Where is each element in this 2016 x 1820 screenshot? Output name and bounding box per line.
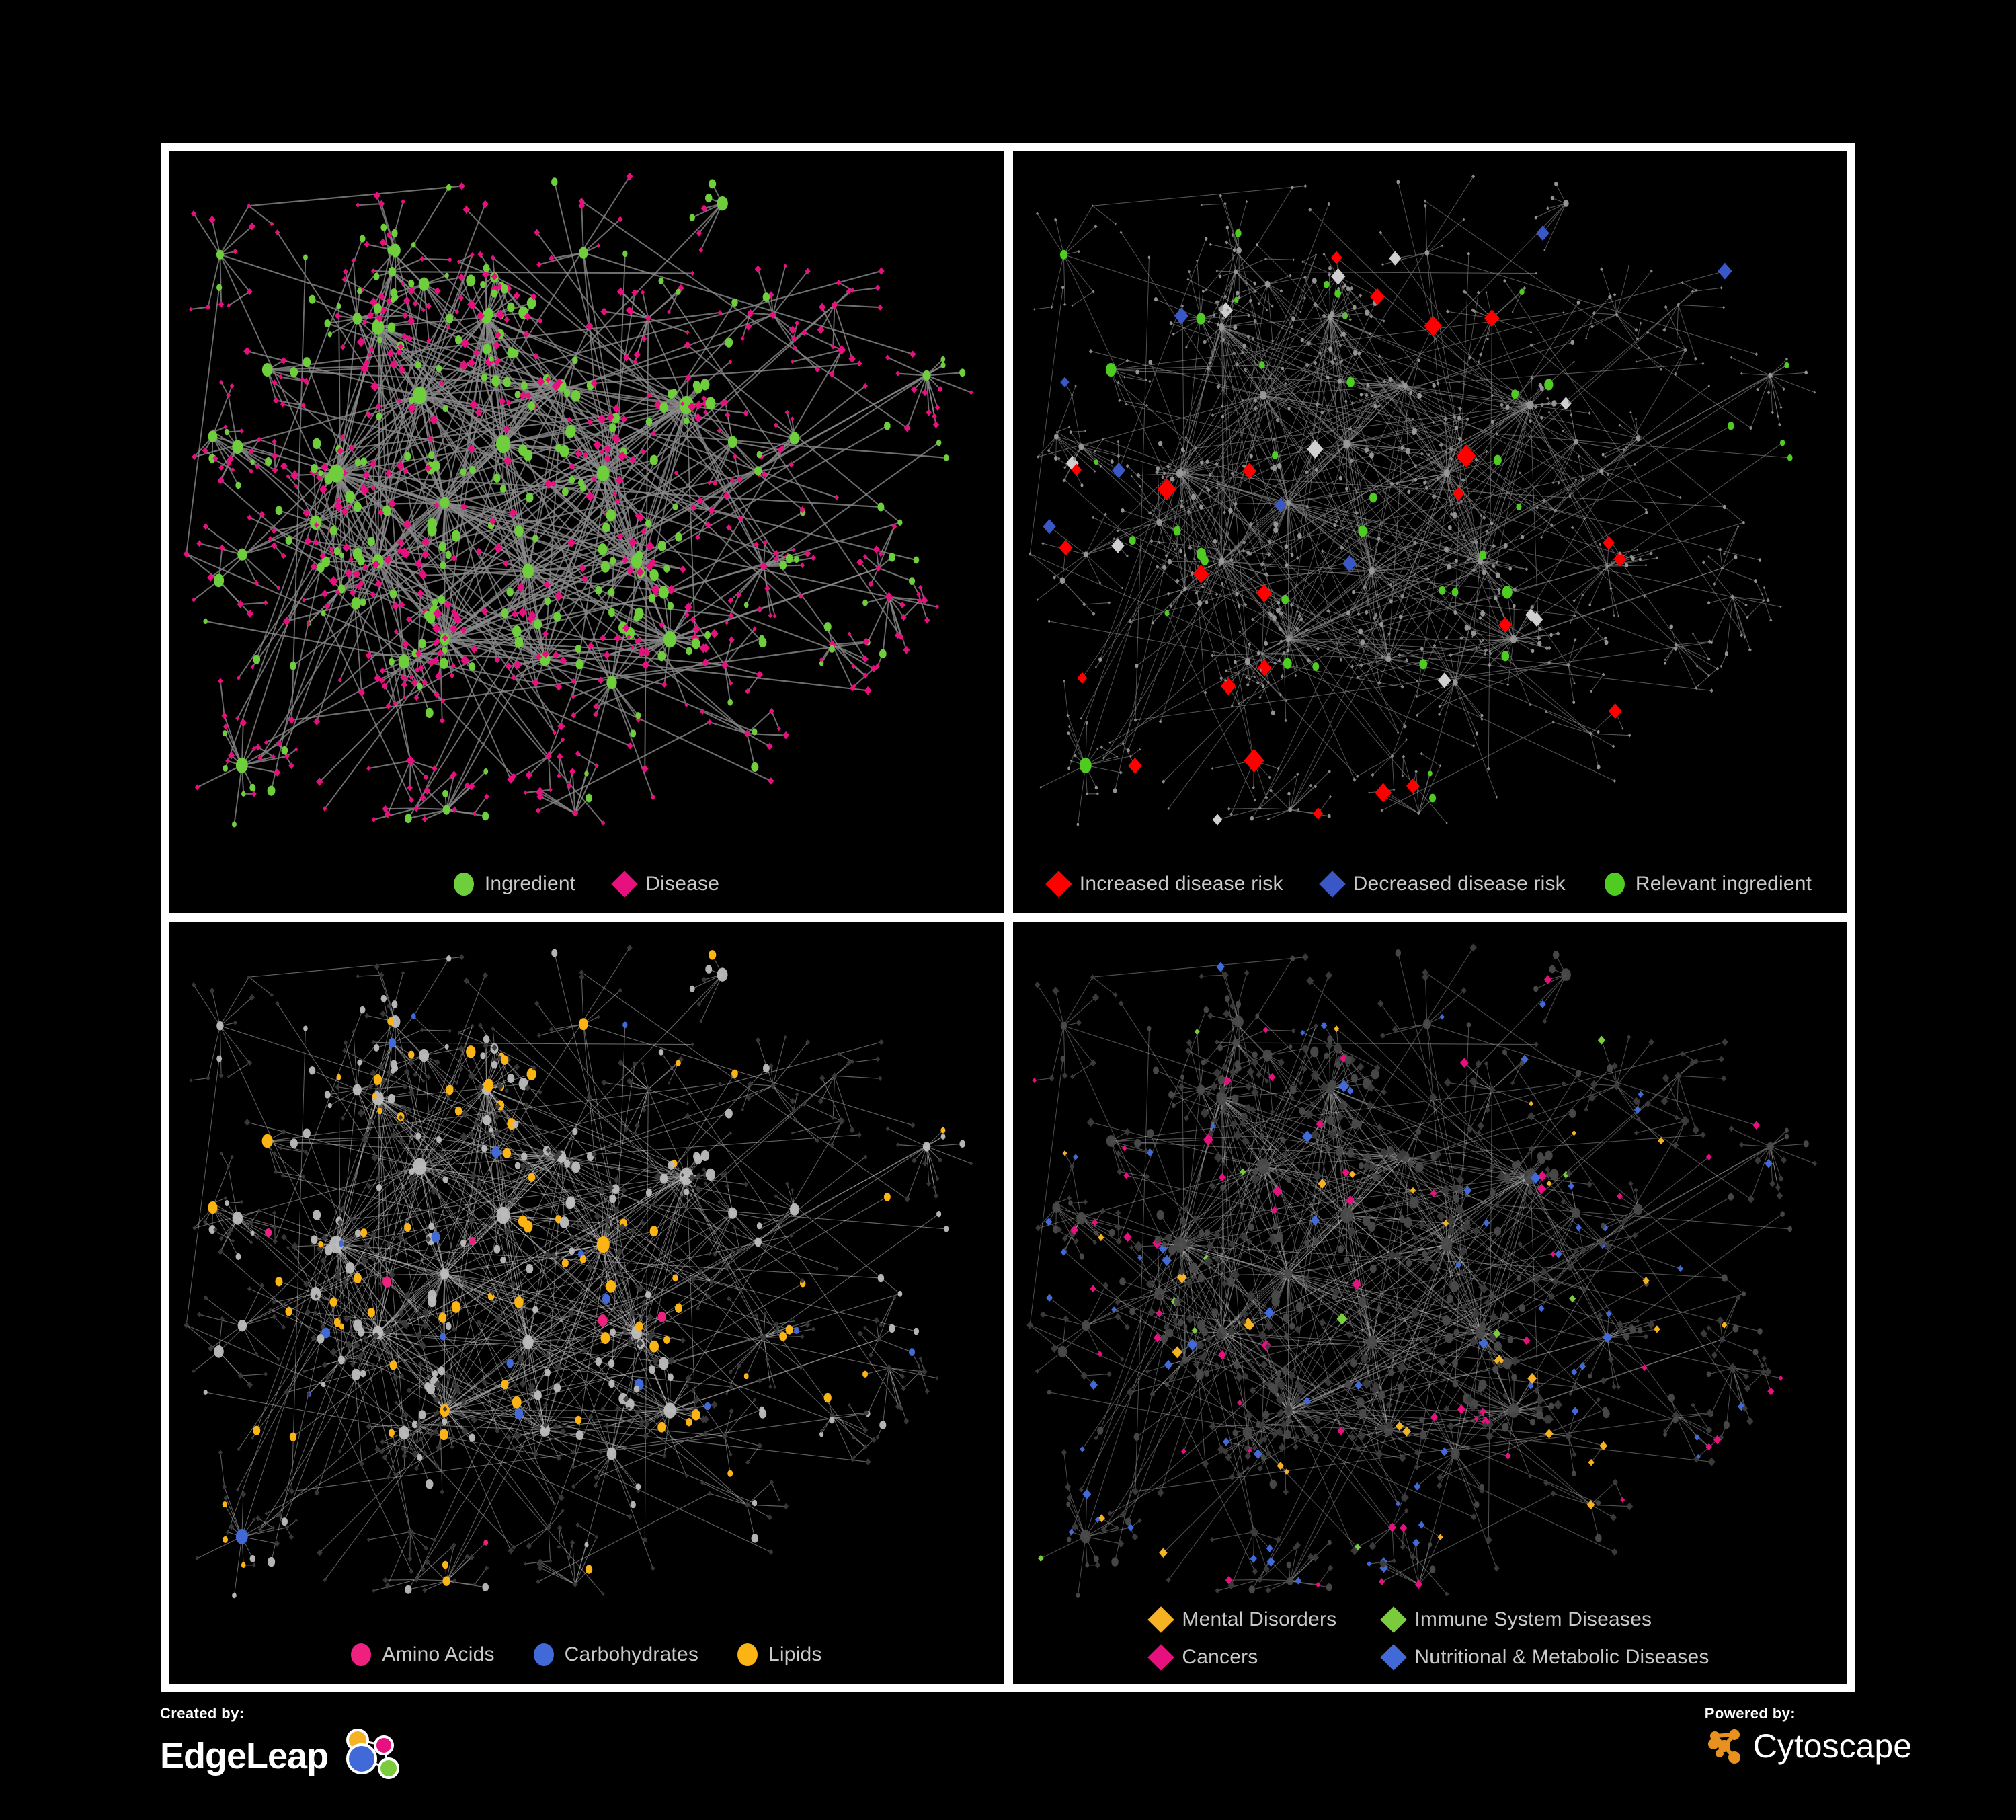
cytoscape-wordmark: Cytoscape: [1752, 1727, 1912, 1765]
network-canvas-3[interactable]: [169, 922, 1004, 1684]
network-graph-3: [184, 944, 973, 1598]
panel-ingredient-disease[interactable]: Ingredient Disease: [169, 151, 1004, 913]
network-canvas-1[interactable]: [169, 151, 1004, 913]
edgeleap-network-icon: [346, 1729, 400, 1779]
cytoscape-logo[interactable]: Cytoscape: [1705, 1725, 1912, 1767]
created-by-branding[interactable]: Created by: EdgeLeap: [160, 1705, 409, 1787]
network-graph-2: [1028, 174, 1816, 826]
network-graph-4: [1026, 943, 1817, 1598]
network-canvas-2[interactable]: [1013, 151, 1847, 913]
panel-disease-class[interactable]: Mental Disorders Immune System Diseases …: [1013, 922, 1847, 1684]
cytoscape-network-icon: [1707, 1729, 1740, 1764]
created-by-kicker: Created by:: [160, 1705, 245, 1722]
panel-ingredient-class[interactable]: Amino Acids Carbohydrates Lipids: [169, 922, 1004, 1684]
network-canvas-4[interactable]: [1013, 922, 1847, 1684]
panel-grid: Ingredient Disease Increased disease ris…: [161, 143, 1855, 1692]
footer: Created by: EdgeLeap Powered by:: [0, 1697, 2016, 1820]
powered-by-branding[interactable]: Powered by:: [1705, 1705, 1912, 1767]
panel-disease-risk[interactable]: Increased disease risk Decreased disease…: [1013, 151, 1847, 913]
edgeleap-logo[interactable]: EdgeLeap: [160, 1725, 409, 1787]
powered-by-kicker: Powered by:: [1704, 1705, 1796, 1722]
edgeleap-wordmark: EdgeLeap: [160, 1736, 329, 1776]
network-graph-1: [183, 172, 973, 828]
